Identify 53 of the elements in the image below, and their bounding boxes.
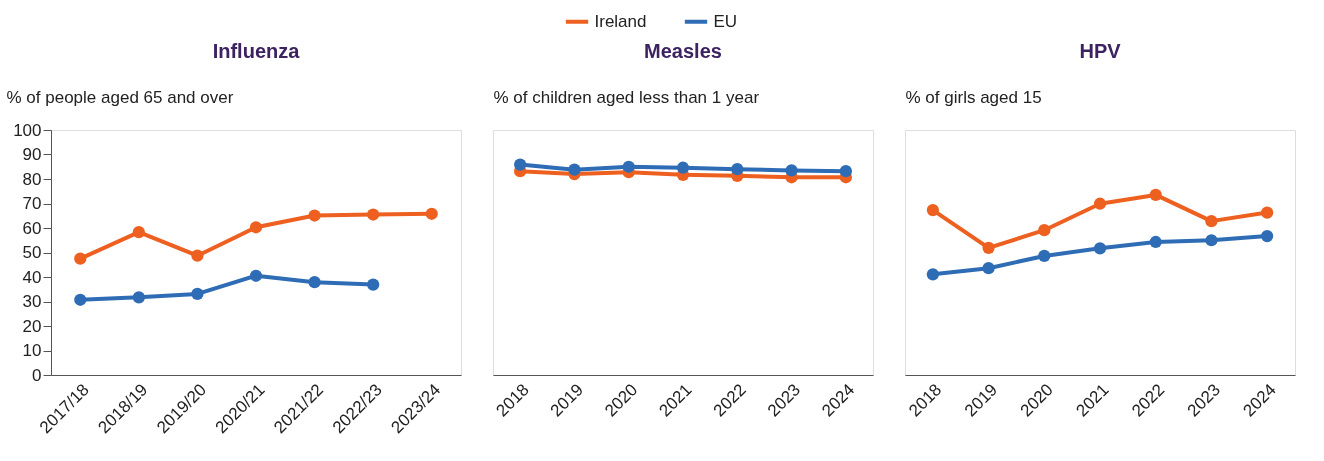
point xyxy=(1038,224,1051,237)
y-axis-title: % of children aged less than 1 year xyxy=(493,87,760,107)
point xyxy=(308,209,321,222)
y-tick-label: 50 xyxy=(22,243,42,262)
y-tick-label: 10 xyxy=(22,341,42,360)
y-tick-label: 40 xyxy=(22,267,42,287)
y-tick-label: 60 xyxy=(22,218,42,238)
point xyxy=(622,160,635,173)
point xyxy=(982,262,995,275)
point xyxy=(132,291,145,304)
point xyxy=(982,241,995,254)
point xyxy=(132,226,145,239)
y-axis-title: % of girls aged 15 xyxy=(905,87,1042,107)
point xyxy=(839,165,852,178)
point xyxy=(74,252,87,265)
legend-label: Ireland xyxy=(594,11,647,31)
point xyxy=(249,221,263,234)
y-tick-label: 90 xyxy=(22,145,42,164)
y-axis-title: % of people aged 65 and over xyxy=(6,87,234,107)
point xyxy=(367,278,380,291)
point xyxy=(514,158,527,171)
y-tick-label: 70 xyxy=(22,194,42,213)
point xyxy=(1149,188,1162,202)
y-tick-label: 30 xyxy=(22,292,42,311)
y-tick-label: 0 xyxy=(32,365,42,385)
chart-title: Influenza xyxy=(212,40,301,62)
point xyxy=(249,269,263,282)
point xyxy=(1093,197,1107,210)
point xyxy=(1261,206,1274,219)
y-tick-label: 100 xyxy=(13,120,42,140)
point xyxy=(191,249,204,262)
point xyxy=(1205,215,1218,228)
y-tick-label: 20 xyxy=(22,316,42,336)
point xyxy=(1205,234,1218,247)
point xyxy=(74,293,87,306)
point xyxy=(785,164,798,177)
point xyxy=(1038,249,1051,263)
point xyxy=(1093,242,1107,255)
point xyxy=(1261,229,1274,243)
chart-title: HPV xyxy=(1079,40,1122,62)
point xyxy=(367,208,380,221)
point xyxy=(1149,235,1162,249)
point xyxy=(308,276,321,289)
legend-label: EU xyxy=(713,11,738,31)
point xyxy=(676,161,690,174)
point xyxy=(191,287,204,301)
point xyxy=(926,268,939,281)
point xyxy=(731,163,744,176)
point xyxy=(425,207,438,220)
y-tick-label: 80 xyxy=(22,169,42,189)
point xyxy=(926,204,939,217)
point xyxy=(568,163,581,176)
chart-title: Measles xyxy=(644,40,722,62)
